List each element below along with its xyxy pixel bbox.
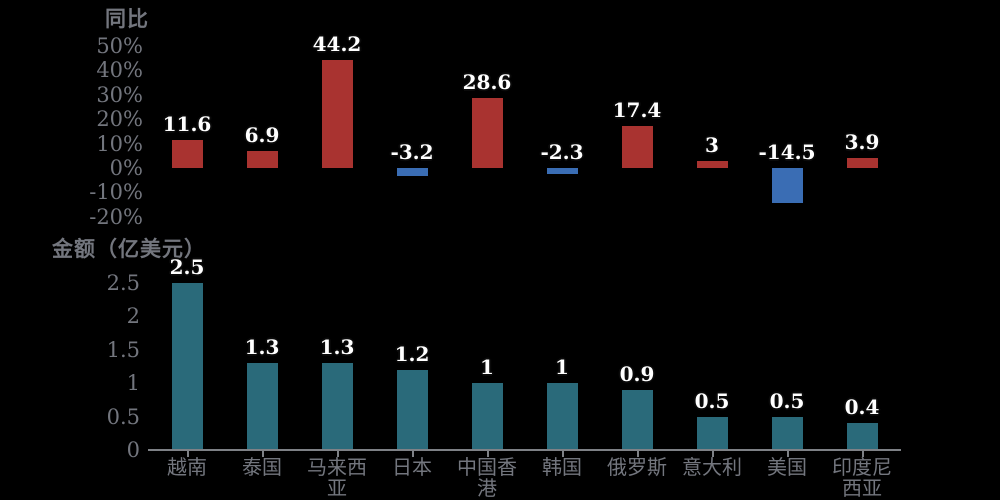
y-axis-tick-label: 2 [126,304,140,328]
bar-value-label: 17.4 [612,97,662,122]
category-label-印度尼西亚: 印度尼西亚 [832,455,892,500]
y-axis-tick-label: 20% [96,107,143,132]
y-axis-tick-label: 10% [96,131,143,156]
bar-value-label: 11.6 [162,111,212,136]
x-axis-tick [787,451,789,457]
bar-value-label: 3 [705,132,719,157]
yoy-bar-马来西亚 [321,60,353,168]
y-axis-tick-label: 2.5 [106,270,140,295]
y-axis-tick-label: -20% [89,204,143,229]
category-label-俄罗斯: 俄罗斯 [607,455,667,479]
y-axis-tick-label: 1 [126,371,140,395]
yoy-chart-title: 同比 [105,6,149,31]
amount-bar-马来西亚 [321,362,353,450]
x-axis-tick [562,451,564,457]
bar-value-label: -2.3 [540,140,584,164]
bar-value-label: 2.5 [169,254,205,279]
category-label-日本: 日本 [392,455,432,479]
yoy-bar-日本 [396,168,428,176]
amount-chart-title: 金额（亿美元） [52,236,206,261]
category-label-越南: 越南 [167,455,207,479]
x-axis-tick [262,451,264,457]
category-label-泰国: 泰国 [242,455,282,479]
y-axis-tick-label: -10% [89,180,143,205]
x-axis-line [148,449,901,451]
amount-bar-美国 [771,416,803,450]
yoy-bar-印度尼西亚 [846,158,878,168]
bar-value-label: 6.9 [244,123,280,148]
x-axis-tick [862,451,864,457]
y-axis-tick-label: 40% [96,58,143,83]
bar-value-label: 0.9 [619,361,655,386]
bar-value-label: 1.3 [319,334,355,359]
bar-value-label: 1.2 [394,341,430,366]
y-axis-tick-label: 50% [96,34,143,58]
x-axis-tick [187,451,189,457]
y-axis-tick-label: 0.5 [106,404,140,429]
amount-bar-印度尼西亚 [846,423,878,450]
yoy-bar-中国香港 [471,98,503,168]
yoy-bar-意大利 [696,160,728,168]
category-label-马来西亚: 马来西亚 [307,455,367,500]
bar-value-label: 0.4 [844,395,880,420]
bar-value-label: 1 [555,355,569,379]
amount-bar-韩国 [546,383,578,450]
amount-bar-日本 [396,369,428,450]
x-axis-tick [487,451,489,457]
amount-bar-中国香港 [471,383,503,450]
category-label-意大利: 意大利 [682,455,742,479]
y-axis-tick-label: 0 [126,438,140,462]
x-axis-tick [637,451,639,457]
yoy-bar-泰国 [246,151,278,168]
category-label-中国香港: 中国香港 [457,455,517,500]
y-axis-tick-label: 1.5 [106,337,140,362]
category-label-美国: 美国 [767,455,807,479]
yoy-bar-韩国 [546,168,578,174]
amount-bar-意大利 [696,416,728,450]
bar-value-label: 0.5 [694,388,730,413]
bar-value-label: 0.5 [769,388,805,413]
x-axis-tick [712,451,714,457]
y-axis-tick-label: 0% [109,156,143,180]
amount-bar-越南 [171,282,203,450]
bar-value-label: -14.5 [758,140,816,164]
bar-value-label: 1.3 [244,334,280,359]
bar-value-label: 28.6 [462,70,512,95]
amount-bar-泰国 [246,362,278,450]
yoy-bar-越南 [171,139,203,168]
bar-value-label: 3.9 [844,130,880,155]
bar-value-label: -3.2 [390,140,434,164]
yoy-bar-美国 [771,168,803,204]
y-axis-tick-label: 30% [96,82,143,107]
x-axis-tick [412,451,414,457]
bar-value-label: 44.2 [312,32,362,57]
yoy-bar-俄罗斯 [621,125,653,168]
bar-value-label: 1 [480,355,494,379]
x-axis-tick [337,451,339,457]
category-label-韩国: 韩国 [542,455,582,479]
amount-bar-俄罗斯 [621,389,653,450]
